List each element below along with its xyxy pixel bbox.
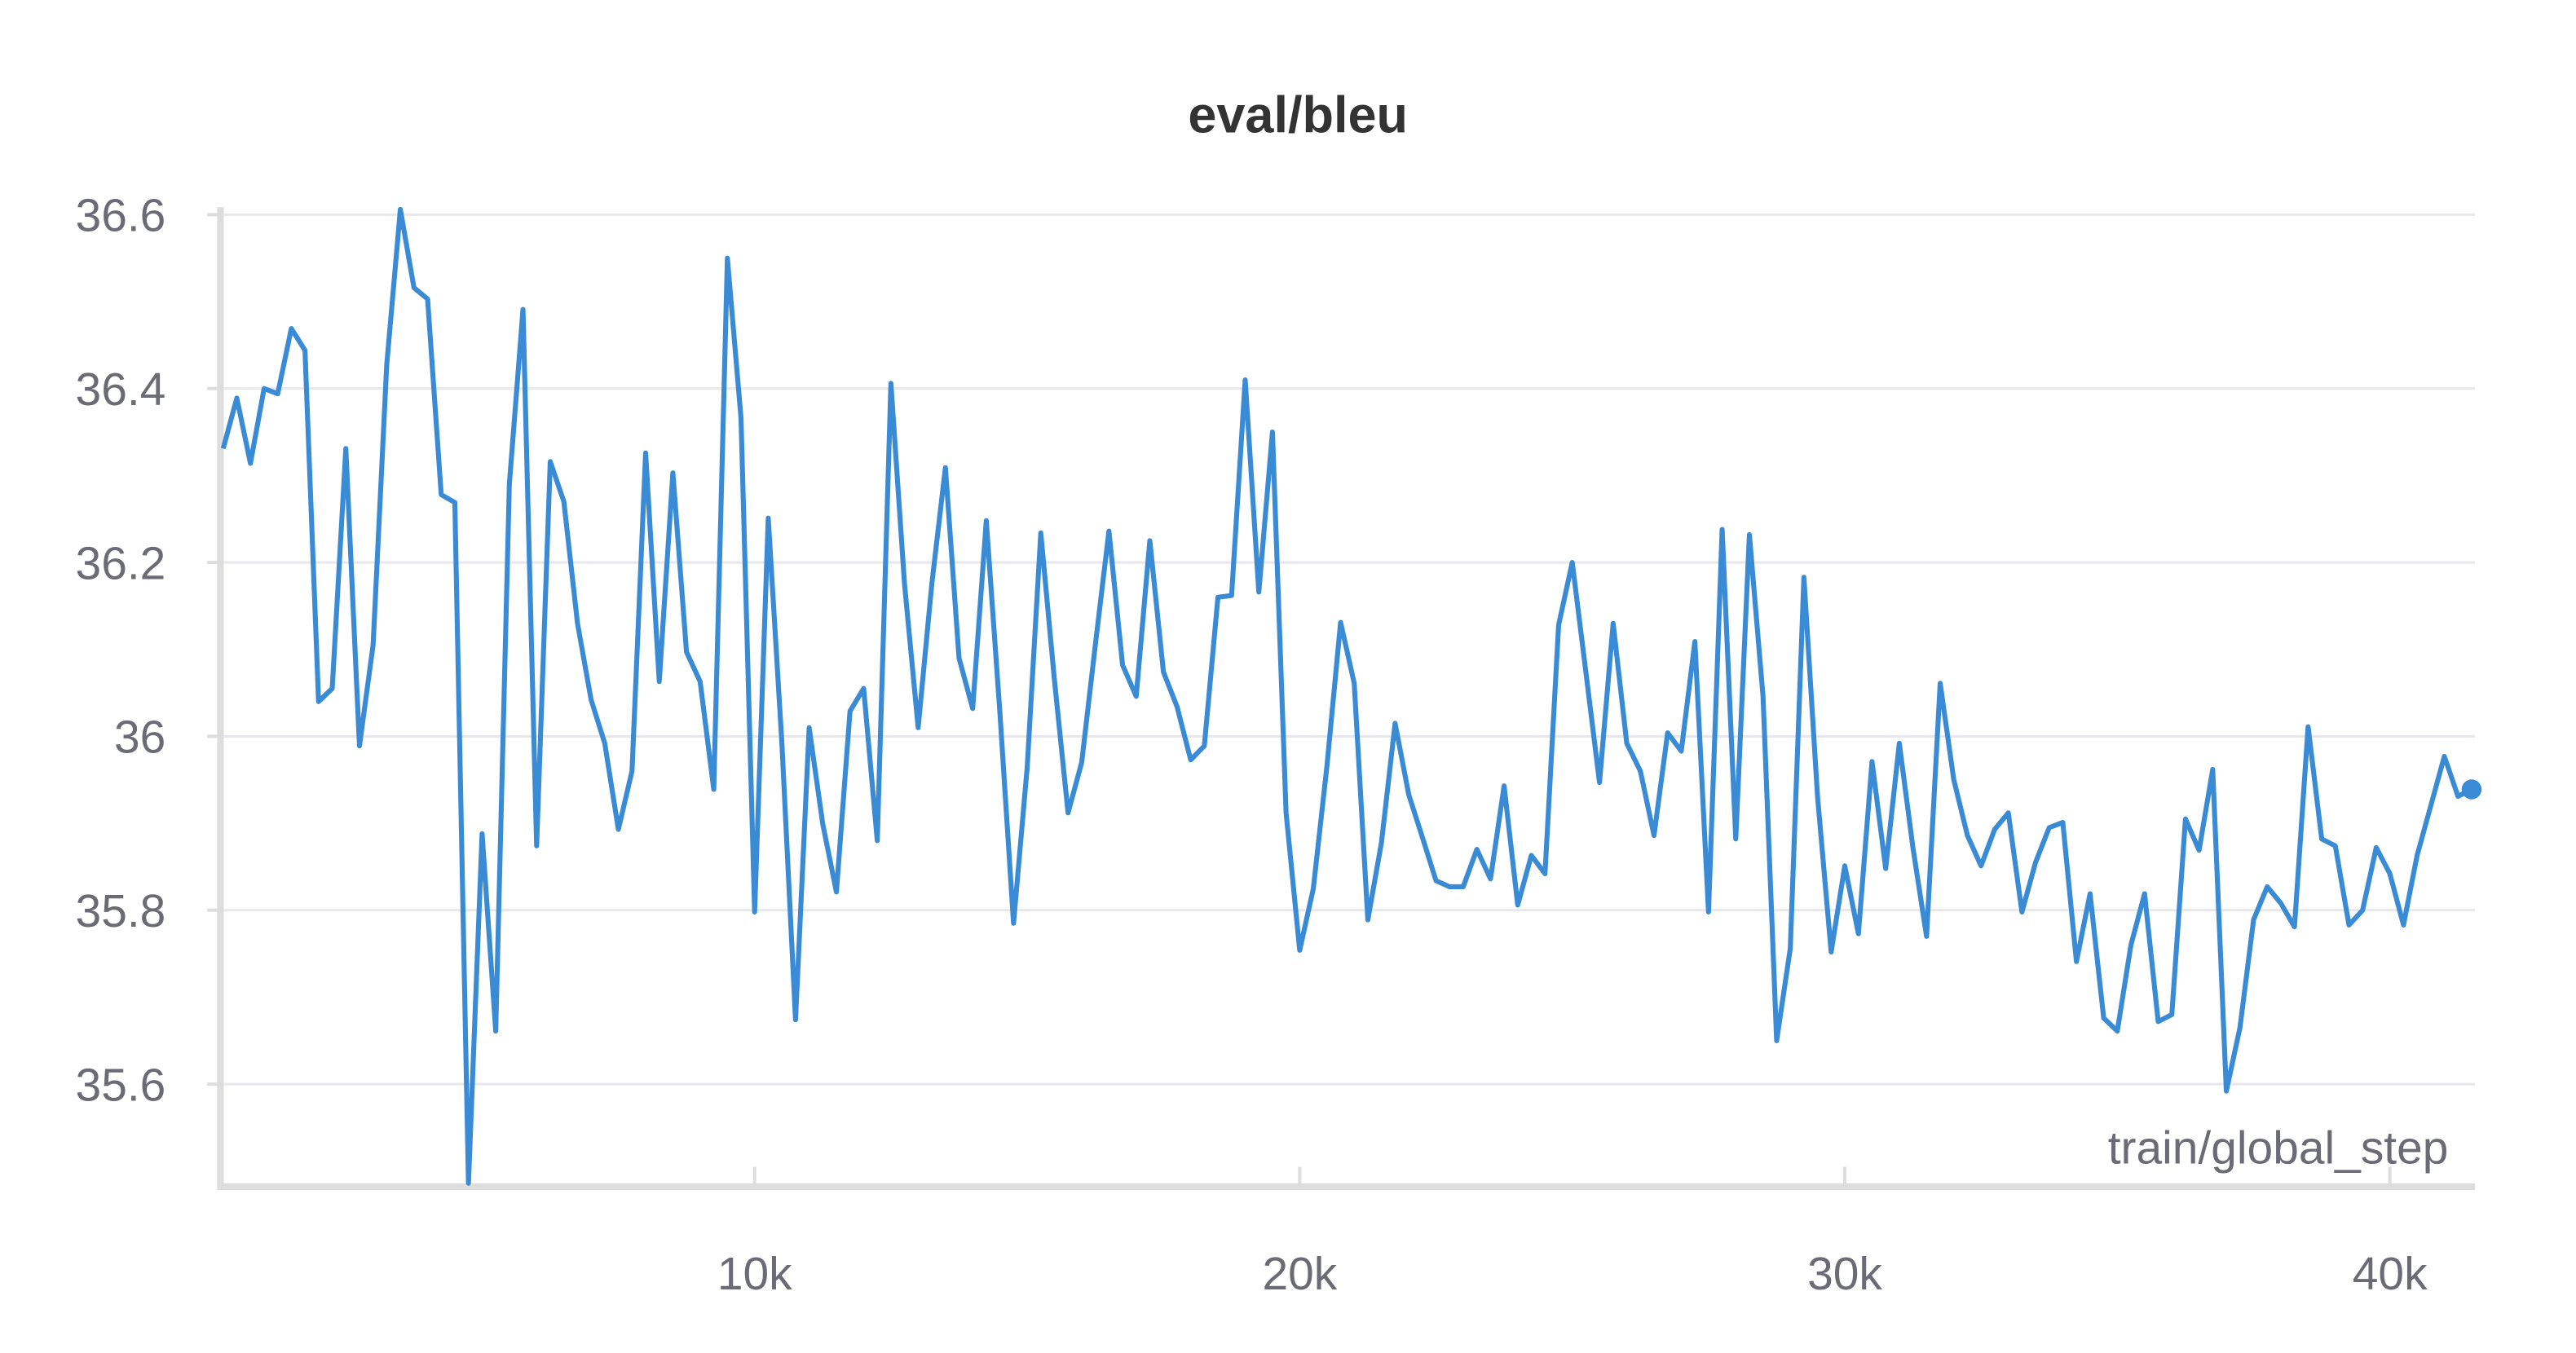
data-line (220, 206, 2473, 1186)
y-tick-label: 36.6 (76, 190, 166, 242)
x-tick-label: 20k (1262, 1248, 1337, 1300)
x-tick-label: 40k (2353, 1248, 2428, 1300)
chart-title: eval/bleu (1188, 87, 1408, 144)
y-tick-label: 35.6 (76, 1059, 166, 1111)
x-axis-label: train/global_step (2108, 1122, 2449, 1175)
end-point (2461, 779, 2482, 800)
y-tick-label: 36.4 (76, 364, 166, 416)
x-tick-label: 10k (717, 1248, 792, 1300)
y-tick-label: 35.8 (76, 885, 166, 937)
y-tick-label: 36 (114, 712, 165, 764)
y-tick-label: 36.2 (76, 537, 166, 589)
x-tick-label: 30k (1807, 1248, 1882, 1300)
